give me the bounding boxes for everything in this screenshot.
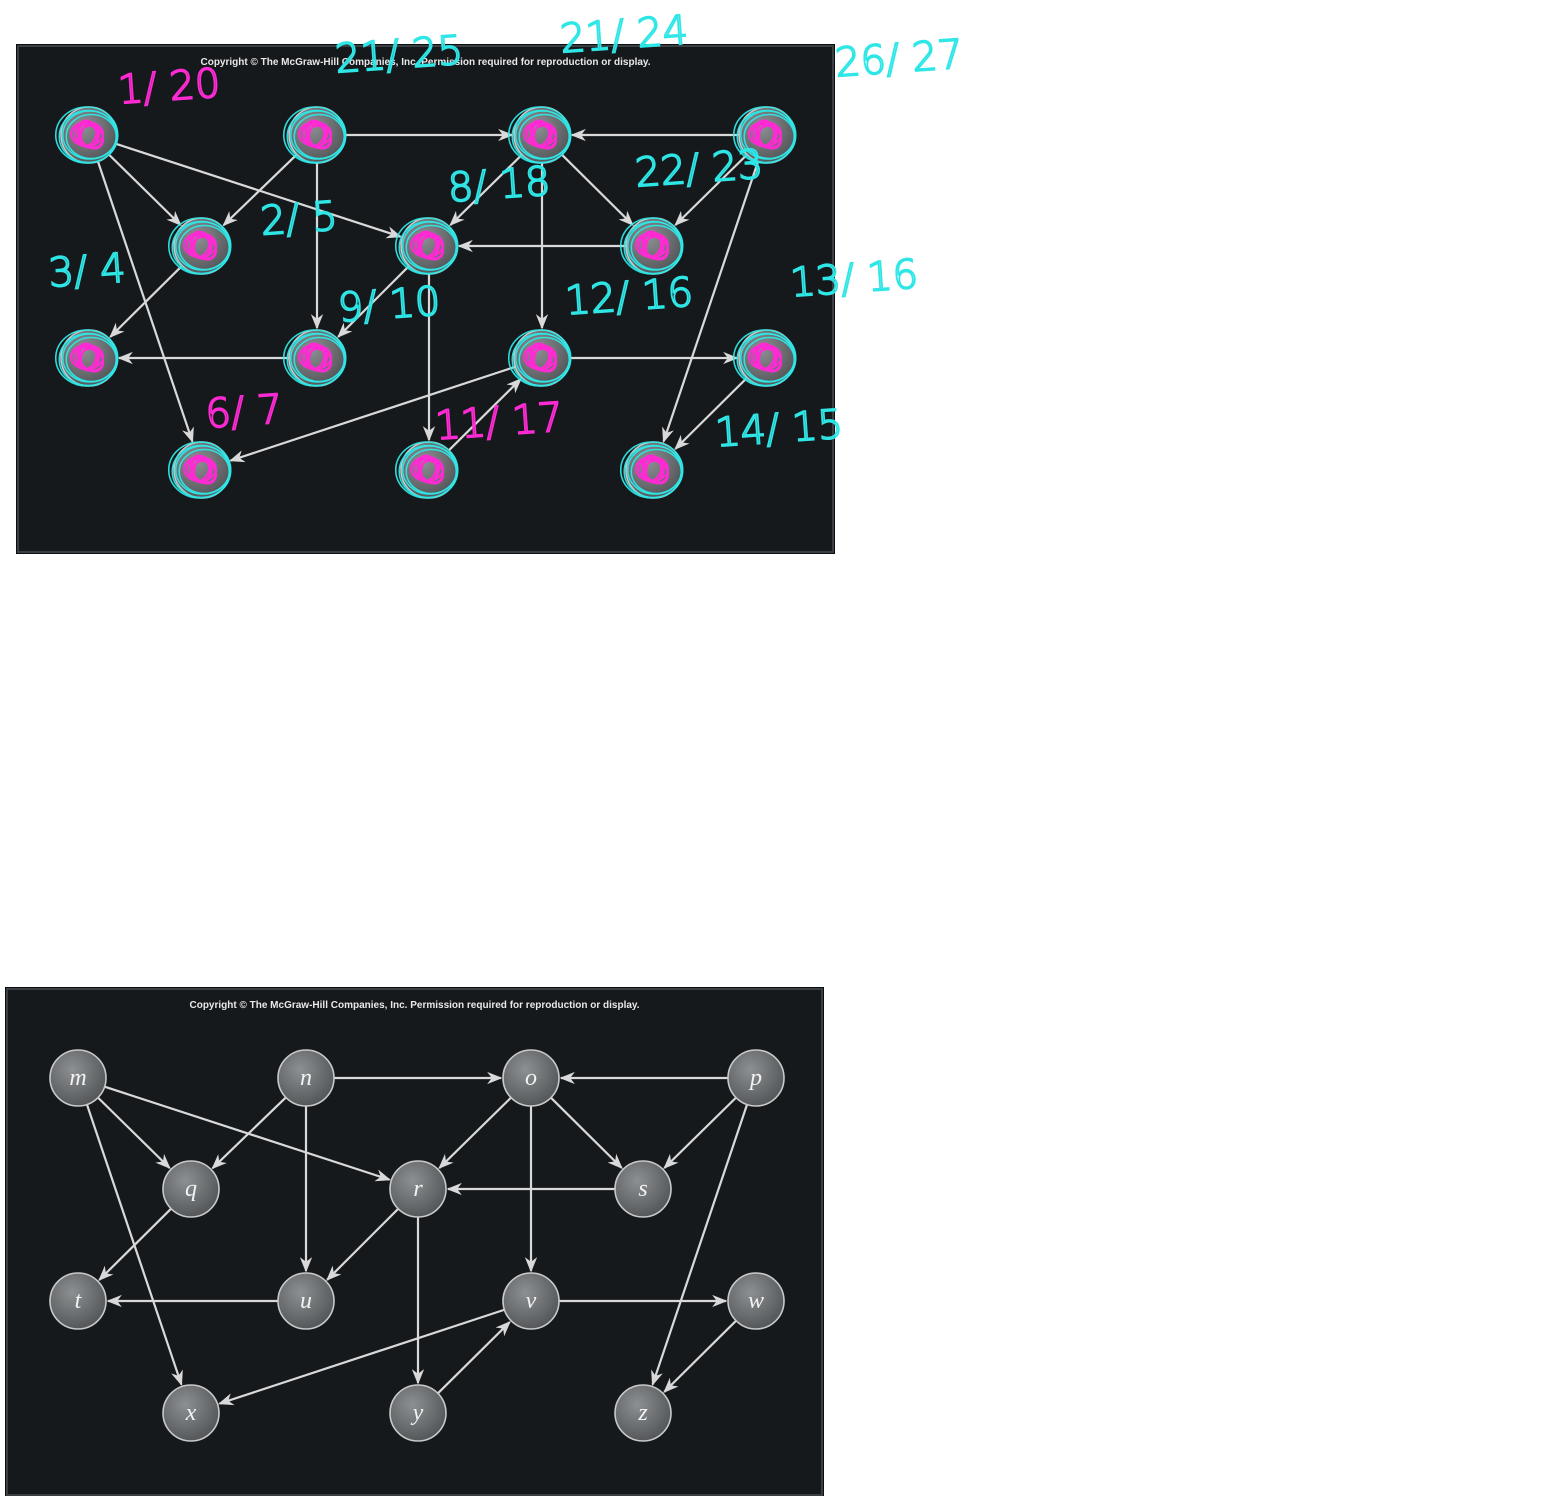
graph-top-svg <box>54 106 797 499</box>
edge-m-r <box>104 1085 391 1182</box>
node-m <box>54 106 119 164</box>
edge-q-t <box>98 1207 172 1281</box>
node-r: r <box>389 1160 447 1218</box>
node-label-t: t <box>75 1288 83 1314</box>
node-q <box>167 217 232 275</box>
node-label-o: o <box>525 1065 537 1091</box>
edge-p-s <box>674 153 748 227</box>
node-label-n: n <box>300 1065 312 1091</box>
node-label-m: m <box>69 1065 86 1091</box>
edge-o-s <box>550 1096 623 1169</box>
node-p: p <box>727 1049 785 1107</box>
edge-p-s <box>663 1096 737 1170</box>
copyright-notice-top: Copyright © The McGraw-Hill Companies, I… <box>200 57 651 68</box>
edge-m-q <box>97 1096 171 1170</box>
node-x <box>167 441 232 499</box>
edge-y-v <box>437 1321 511 1395</box>
node-label-r: r <box>413 1176 423 1202</box>
node-x: x <box>162 1384 220 1442</box>
edge-w-z <box>674 376 748 450</box>
node-label-w: w <box>748 1288 764 1314</box>
annotated-graph-slide: Copyright © The McGraw-Hill Companies, I… <box>17 45 834 553</box>
node-n <box>282 106 347 164</box>
edge-p-z <box>651 1104 749 1387</box>
node-label-z: z <box>637 1400 648 1426</box>
node-s: s <box>614 1160 672 1218</box>
node-v: v <box>502 1272 560 1330</box>
node-w <box>732 329 797 387</box>
node-m: m <box>49 1049 107 1107</box>
clean-graph-slide: Copyright © The McGraw-Hill Companies, I… <box>6 988 823 1496</box>
node-label-p: p <box>748 1065 762 1091</box>
edge-v-x <box>218 1308 505 1406</box>
edge-o-r <box>449 153 523 227</box>
edge-o-s <box>561 153 634 226</box>
node-o: o <box>502 1049 560 1107</box>
edge-p-z <box>662 161 760 444</box>
node-p <box>732 106 797 164</box>
edge-r-u <box>337 265 410 338</box>
edge-m-q <box>108 153 182 227</box>
node-t: t <box>49 1272 107 1330</box>
node-v <box>507 329 572 387</box>
copyright-notice-bottom: Copyright © The McGraw-Hill Companies, I… <box>189 1000 640 1011</box>
node-u <box>282 329 347 387</box>
node-label-u: u <box>300 1288 312 1314</box>
node-y <box>394 441 459 499</box>
node-o <box>507 106 572 164</box>
node-n: n <box>277 1049 335 1107</box>
edge-y-v <box>448 378 522 452</box>
edge-n-q <box>222 153 298 227</box>
node-u: u <box>277 1272 335 1330</box>
node-w: w <box>727 1272 785 1330</box>
node-t <box>54 329 119 387</box>
edge-v-x <box>229 365 516 463</box>
annotation-p: 26/ 27 <box>834 32 965 87</box>
node-label-x: x <box>185 1400 197 1426</box>
edge-q-t <box>109 264 183 338</box>
node-z <box>619 441 684 499</box>
edge-n-q <box>211 1096 287 1170</box>
node-y: y <box>389 1384 447 1442</box>
node-label-q: q <box>185 1176 197 1202</box>
edge-w-z <box>663 1319 737 1393</box>
node-label-v: v <box>526 1288 537 1314</box>
edge-o-r <box>438 1096 512 1170</box>
node-z: z <box>614 1384 672 1442</box>
edge-m-r <box>115 142 402 239</box>
edge-r-u <box>326 1208 399 1281</box>
node-r <box>394 217 459 275</box>
node-label-y: y <box>411 1400 424 1426</box>
node-label-s: s <box>638 1176 647 1202</box>
node-s <box>619 217 684 275</box>
node-q: q <box>162 1160 220 1218</box>
graph-bottom-svg: m n o p q r s t u v w x y z <box>49 1049 785 1442</box>
